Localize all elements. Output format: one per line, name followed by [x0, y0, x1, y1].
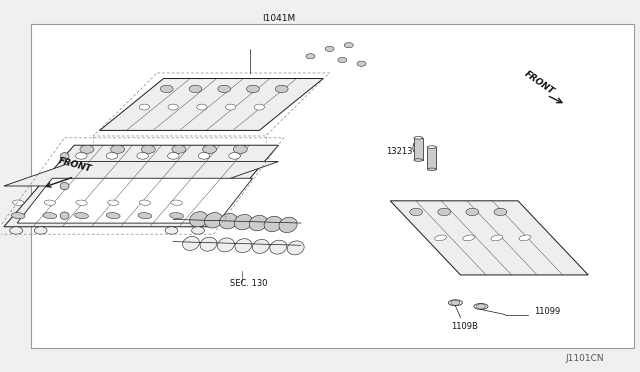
Polygon shape: [414, 138, 423, 160]
Ellipse shape: [449, 300, 463, 306]
Ellipse shape: [170, 212, 184, 219]
Circle shape: [35, 227, 47, 234]
Circle shape: [172, 145, 186, 153]
Ellipse shape: [44, 200, 56, 205]
Circle shape: [165, 227, 178, 234]
Ellipse shape: [279, 217, 297, 232]
Ellipse shape: [171, 200, 182, 205]
Text: FRONT: FRONT: [57, 156, 92, 174]
Ellipse shape: [235, 239, 252, 253]
Ellipse shape: [218, 238, 234, 252]
Text: SEC. 130: SEC. 130: [230, 279, 268, 288]
Ellipse shape: [43, 212, 57, 219]
Ellipse shape: [182, 237, 200, 250]
Ellipse shape: [189, 212, 208, 227]
Ellipse shape: [428, 168, 436, 171]
Ellipse shape: [12, 212, 25, 219]
Text: J1101CN: J1101CN: [566, 354, 604, 363]
Circle shape: [111, 145, 125, 153]
Polygon shape: [4, 161, 278, 186]
Circle shape: [161, 85, 173, 93]
Circle shape: [344, 42, 353, 48]
Ellipse shape: [138, 212, 152, 219]
Circle shape: [357, 61, 366, 66]
Circle shape: [168, 104, 178, 110]
Circle shape: [451, 300, 460, 305]
Ellipse shape: [249, 215, 268, 231]
Circle shape: [198, 153, 210, 159]
Circle shape: [275, 85, 288, 93]
Circle shape: [141, 145, 156, 153]
Ellipse shape: [60, 182, 69, 190]
Circle shape: [338, 57, 347, 62]
Ellipse shape: [264, 216, 282, 232]
Ellipse shape: [252, 240, 269, 253]
Circle shape: [140, 104, 150, 110]
Ellipse shape: [414, 137, 423, 139]
Circle shape: [438, 208, 451, 216]
Circle shape: [189, 85, 202, 93]
Polygon shape: [390, 201, 588, 275]
Text: 13213: 13213: [386, 148, 413, 157]
Circle shape: [233, 145, 247, 153]
Circle shape: [76, 153, 87, 159]
Circle shape: [410, 208, 422, 216]
Polygon shape: [100, 78, 323, 131]
Ellipse shape: [204, 212, 223, 228]
Ellipse shape: [76, 200, 87, 205]
Ellipse shape: [428, 146, 436, 148]
Circle shape: [466, 208, 479, 216]
Circle shape: [246, 85, 259, 93]
Circle shape: [137, 153, 148, 159]
Circle shape: [10, 227, 22, 234]
Bar: [31, 24, 634, 348]
Ellipse shape: [234, 214, 252, 230]
Circle shape: [218, 85, 230, 93]
Text: I1041M: I1041M: [262, 14, 295, 23]
Ellipse shape: [519, 235, 531, 241]
Ellipse shape: [75, 212, 88, 219]
Circle shape: [191, 227, 204, 234]
Circle shape: [325, 46, 334, 51]
Circle shape: [202, 145, 216, 153]
Polygon shape: [428, 147, 436, 169]
Ellipse shape: [60, 212, 69, 219]
Ellipse shape: [60, 153, 69, 160]
Circle shape: [476, 304, 485, 309]
Polygon shape: [17, 178, 253, 223]
Ellipse shape: [463, 235, 475, 241]
Ellipse shape: [13, 200, 24, 205]
Circle shape: [306, 54, 315, 59]
Ellipse shape: [200, 237, 217, 251]
Ellipse shape: [270, 240, 287, 254]
Ellipse shape: [435, 235, 447, 241]
Circle shape: [494, 208, 507, 216]
Text: FRONT: FRONT: [522, 69, 556, 96]
Ellipse shape: [108, 200, 119, 205]
Circle shape: [168, 153, 179, 159]
Circle shape: [225, 104, 236, 110]
Ellipse shape: [106, 212, 120, 219]
Ellipse shape: [220, 214, 237, 229]
Ellipse shape: [491, 235, 503, 241]
Ellipse shape: [414, 159, 423, 161]
Circle shape: [254, 104, 264, 110]
Ellipse shape: [140, 200, 150, 205]
Ellipse shape: [287, 241, 304, 255]
Circle shape: [196, 104, 207, 110]
Circle shape: [80, 145, 94, 153]
Circle shape: [106, 153, 118, 159]
Text: 1109B: 1109B: [451, 322, 478, 331]
Ellipse shape: [474, 304, 488, 310]
Polygon shape: [4, 145, 278, 227]
Circle shape: [229, 153, 241, 159]
Text: 11099: 11099: [534, 307, 560, 316]
